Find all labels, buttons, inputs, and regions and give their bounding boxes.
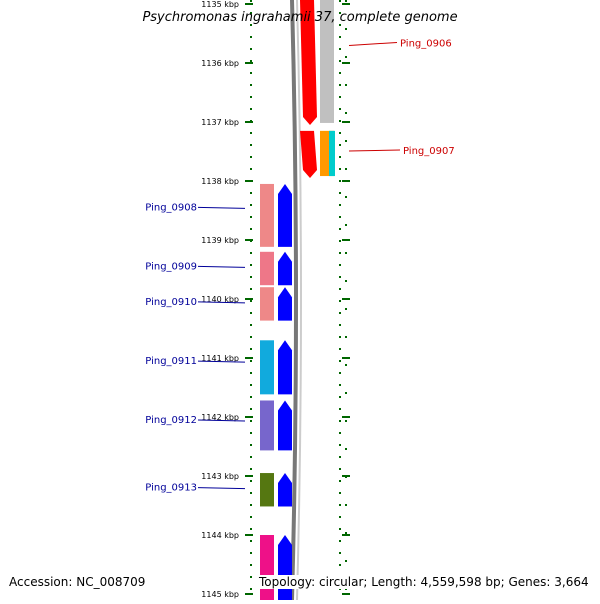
axis-tick-label: 1140 kbp [201, 295, 239, 304]
reverse-gene-leader [197, 487, 246, 490]
backbone-line [290, 0, 298, 601]
axis-tick-label: 1145 kbp [201, 590, 239, 599]
map-title: Psychromonas ingrahamii 37, complete gen… [142, 10, 458, 25]
accession-label: Accession: NC_008709 [9, 575, 146, 589]
reverse-gene-arrow [278, 340, 292, 395]
forward-gene-leader [348, 41, 398, 46]
reverse-gene-arrow [278, 251, 292, 286]
reverse-gene-arrow [278, 400, 292, 451]
summary-label: Topology: circular; Length: 4,559,598 bp… [259, 575, 589, 589]
reverse-gene-block [260, 400, 274, 451]
reverse-gene-block [260, 183, 274, 247]
reverse-gene-leader [197, 360, 246, 363]
axis-tick-label: 1143 kbp [201, 472, 239, 481]
reverse-gene-arrow [278, 183, 292, 247]
forward-gene-label: Ping_0907 [403, 146, 455, 157]
reverse-gene-block [260, 340, 274, 395]
reverse-gene-leader [197, 301, 246, 304]
forward-gene-leader [348, 149, 401, 152]
forward-gene-label: Ping_0906 [400, 38, 452, 49]
reverse-gene-label: Ping_0912 [145, 415, 197, 426]
forward-gene-arrow [300, 0, 317, 125]
axis-tick-label: 1137 kbp [201, 118, 239, 127]
reverse-gene-label: Ping_0908 [145, 202, 197, 213]
reverse-gene-leader [197, 206, 246, 209]
reverse-gene-block [260, 473, 274, 507]
reverse-gene-arrow [278, 287, 292, 321]
reverse-gene-leader [197, 265, 246, 268]
axis-tick-label: 1139 kbp [201, 236, 239, 245]
reverse-gene-arrow [278, 473, 292, 507]
axis-tick-label: 1141 kbp [201, 354, 239, 363]
forward-gene-block-2 [329, 130, 335, 177]
reverse-gene-block [260, 251, 274, 286]
forward-gene-block [320, 0, 334, 123]
axis-tick-label: 1136 kbp [201, 59, 239, 68]
backbone-shadow [296, 0, 302, 601]
reverse-gene-label: Ping_0910 [145, 297, 197, 308]
reverse-gene-label: Ping_0909 [145, 261, 197, 272]
reverse-gene-leader [197, 419, 246, 422]
forward-gene-arrow [300, 130, 317, 179]
axis-tick-label: 1135 kbp [201, 0, 239, 9]
reverse-gene-label: Ping_0913 [145, 483, 197, 494]
reverse-gene-block [260, 287, 274, 321]
reverse-gene-block [260, 535, 274, 604]
axis-tick-label: 1142 kbp [201, 413, 239, 422]
reverse-gene-label: Ping_0911 [145, 356, 197, 367]
axis-tick-label: 1144 kbp [201, 531, 239, 540]
reverse-gene-arrow [278, 535, 292, 604]
axis-tick-label: 1138 kbp [201, 177, 239, 186]
